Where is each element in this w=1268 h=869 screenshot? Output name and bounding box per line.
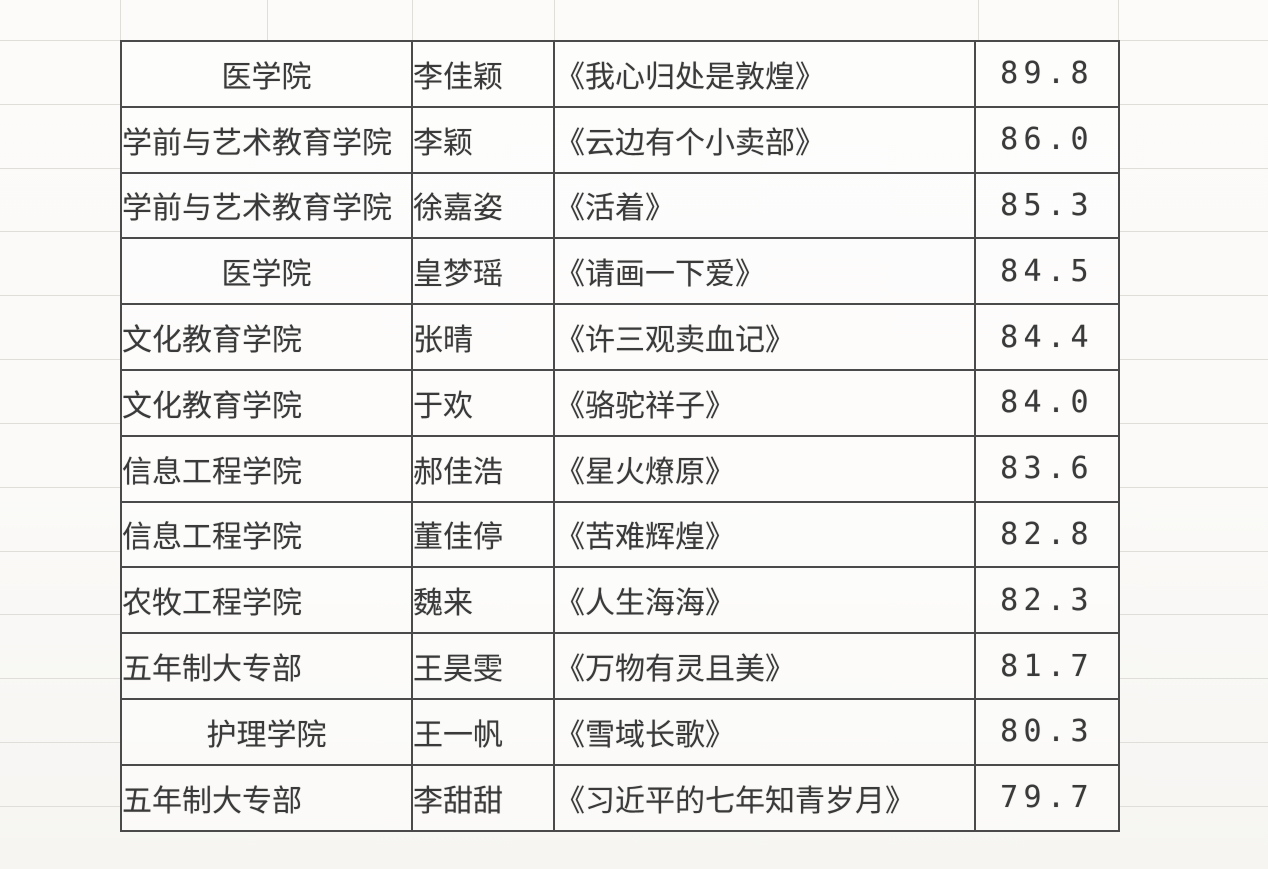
faint-gridline [0,678,120,679]
faint-gridline [1120,295,1268,296]
book-title-cell[interactable]: 《我心归处是敦煌》 [553,40,976,108]
college-cell[interactable]: 信息工程学院 [120,500,413,569]
faint-gridline [0,231,120,232]
table-row: 农牧工程学院 魏来 《人生海海》 82.3 [120,566,1120,635]
faint-gridline [1120,359,1268,360]
score-cell[interactable]: 89.8 [974,40,1120,108]
reading-table-body: 医学院 李佳颖 《我心归处是敦煌》 89.8 学前与艺术教育学院 李颖 《云边有个小卖部》 8… [120,40,1120,832]
table-row: 文化教育学院 于欢 《骆驼祥子》 84.0 [120,368,1120,437]
faint-gridline [1120,551,1268,552]
college-cell[interactable]: 五年制大专部 [120,763,413,832]
score-cell[interactable]: 86.0 [974,105,1120,174]
book-title-cell[interactable]: 《雪域长歌》 [553,697,976,766]
student-name-cell[interactable]: 董佳停 [411,500,555,569]
student-name-cell[interactable]: 王昊雯 [411,632,555,700]
student-name-cell[interactable]: 王一帆 [411,697,555,766]
score-cell[interactable]: 82.8 [974,500,1120,569]
table-row: 护理学院 王一帆 《雪域长歌》 80.3 [120,697,1120,766]
book-title-cell[interactable]: 《骆驼祥子》 [553,368,976,437]
faint-gridline [1120,487,1268,488]
faint-gridline [0,359,120,360]
student-name-cell[interactable]: 皇梦瑶 [411,237,555,306]
book-title-cell[interactable]: 《万物有灵且美》 [553,632,976,700]
score-cell[interactable]: 80.3 [974,697,1120,766]
college-cell[interactable]: 信息工程学院 [120,434,413,503]
book-title-cell[interactable]: 《云边有个小卖部》 [553,105,976,174]
score-cell[interactable]: 85.3 [974,171,1120,240]
score-cell[interactable]: 79.7 [974,763,1120,832]
faint-gridline [1120,231,1268,232]
faint-gridline [1120,742,1268,743]
book-title-cell[interactable]: 《活着》 [553,171,976,240]
score-cell[interactable]: 82.3 [974,566,1120,635]
faint-gridline [554,0,555,40]
table-row: 信息工程学院 郝佳浩 《星火燎原》 83.6 [120,434,1120,503]
faint-gridline [0,423,120,424]
faint-gridline [1120,40,1268,41]
faint-gridline [1120,104,1268,105]
book-title-cell[interactable]: 《请画一下爱》 [553,237,976,306]
faint-gridline [0,806,120,807]
college-cell[interactable]: 学前与艺术教育学院 [120,105,413,174]
college-cell[interactable]: 护理学院 [120,697,413,766]
faint-gridline [412,0,413,40]
score-cell[interactable]: 84.5 [974,237,1120,306]
student-name-cell[interactable]: 于欢 [411,368,555,437]
table-row: 医学院 皇梦瑶 《请画一下爱》 84.5 [120,237,1120,306]
college-cell[interactable]: 学前与艺术教育学院 [120,171,413,240]
faint-gridline [1120,678,1268,679]
book-title-cell[interactable]: 《星火燎原》 [553,434,976,503]
faint-gridline [0,40,120,41]
faint-gridline [1120,168,1268,169]
student-name-cell[interactable]: 郝佳浩 [411,434,555,503]
faint-gridline [267,0,268,40]
table-border-stub [1118,806,1120,816]
book-title-cell[interactable]: 《人生海海》 [553,566,976,635]
table-row: 信息工程学院 董佳停 《苦难辉煌》 82.8 [120,500,1120,569]
college-cell[interactable]: 五年制大专部 [120,632,413,700]
faint-gridline [0,104,120,105]
score-cell[interactable]: 83.6 [974,434,1120,503]
faint-gridline [0,487,120,488]
faint-gridline [0,168,120,169]
table-row: 医学院 李佳颖 《我心归处是敦煌》 89.8 [120,40,1120,108]
college-cell[interactable]: 文化教育学院 [120,368,413,437]
table-row: 五年制大专部 王昊雯 《万物有灵且美》 81.7 [120,632,1120,700]
score-cell[interactable]: 84.4 [974,303,1120,371]
score-cell[interactable]: 84.0 [974,368,1120,437]
college-cell[interactable]: 文化教育学院 [120,303,413,371]
faint-gridline [1120,423,1268,424]
table-row: 学前与艺术教育学院 李颖 《云边有个小卖部》 86.0 [120,105,1120,174]
faint-gridline [978,0,979,40]
faint-gridline [1120,614,1268,615]
student-name-cell[interactable]: 李甜甜 [411,763,555,832]
faint-gridline [1118,0,1119,40]
book-title-cell[interactable]: 《许三观卖血记》 [553,303,976,371]
faint-gridline [0,614,120,615]
table-row: 文化教育学院 张晴 《许三观卖血记》 84.4 [120,303,1120,371]
student-name-cell[interactable]: 张晴 [411,303,555,371]
faint-gridline [120,0,121,40]
student-name-cell[interactable]: 李颖 [411,105,555,174]
faint-gridline [0,551,120,552]
college-cell[interactable]: 医学院 [120,237,413,306]
college-cell[interactable]: 农牧工程学院 [120,566,413,635]
student-name-cell[interactable]: 魏来 [411,566,555,635]
reading-scores-table: 医学院 李佳颖 《我心归处是敦煌》 89.8 学前与艺术教育学院 李颖 《云边有个小卖部》 8… [120,40,1120,832]
faint-gridline [0,295,120,296]
table-row: 五年制大专部 李甜甜 《习近平的七年知青岁月》 79.7 [120,763,1120,832]
student-name-cell[interactable]: 徐嘉姿 [411,171,555,240]
faint-gridline [1120,806,1268,807]
college-cell[interactable]: 医学院 [120,40,413,108]
book-title-cell[interactable]: 《苦难辉煌》 [553,500,976,569]
book-title-cell[interactable]: 《习近平的七年知青岁月》 [553,763,976,832]
student-name-cell[interactable]: 李佳颖 [411,40,555,108]
score-cell[interactable]: 81.7 [974,632,1120,700]
faint-gridline [0,742,120,743]
table-row: 学前与艺术教育学院 徐嘉姿 《活着》 85.3 [120,171,1120,240]
